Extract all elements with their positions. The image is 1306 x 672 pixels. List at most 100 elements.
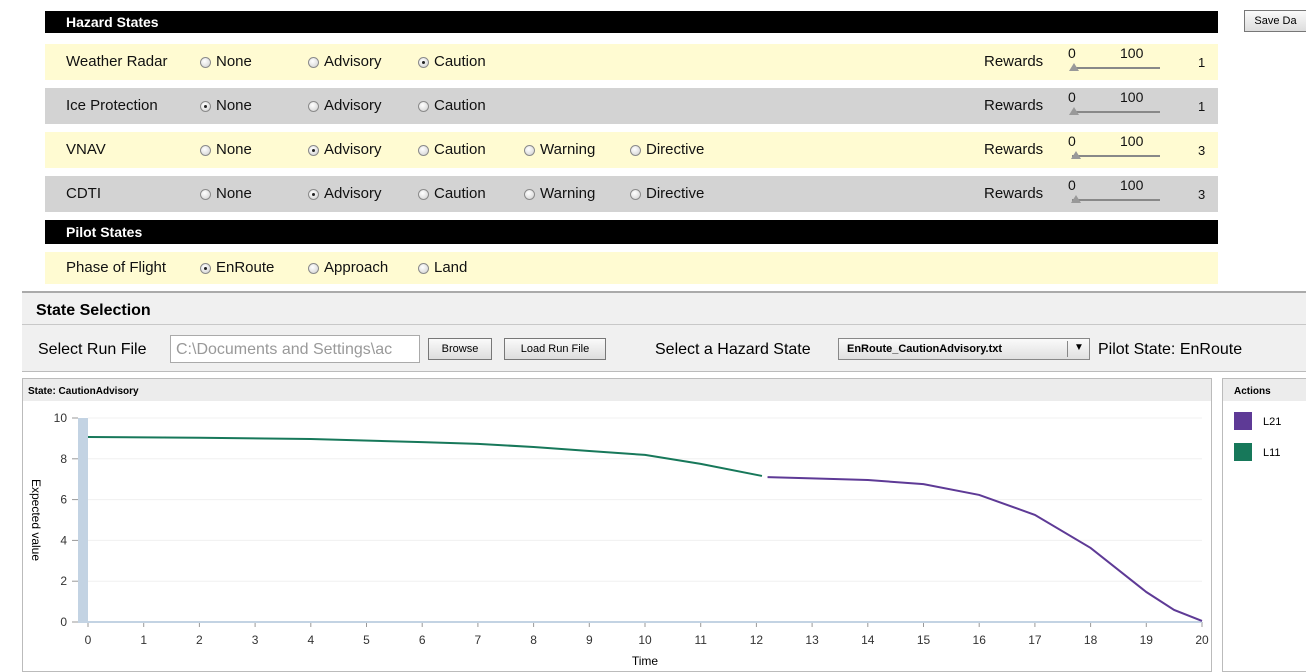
x-tick-label: 14 — [861, 633, 875, 647]
run-file-label: Select Run File — [38, 341, 147, 358]
run-file-input[interactable]: C:\Documents and Settings\ac — [170, 335, 420, 363]
radio-label[interactable]: Caution — [434, 185, 486, 202]
slider-min: 0 — [1068, 89, 1076, 105]
x-tick-label: 16 — [973, 633, 987, 647]
slider-max: 100 — [1120, 45, 1144, 61]
slider-thumb[interactable] — [1070, 151, 1081, 159]
radio-button[interactable] — [200, 263, 211, 274]
radio-label[interactable]: Advisory — [324, 97, 382, 114]
radio-button[interactable] — [200, 57, 211, 68]
slider-min: 0 — [1068, 177, 1076, 193]
x-tick-label: 1 — [140, 633, 147, 647]
radio-label[interactable]: Caution — [434, 141, 486, 158]
hazard-label: Select a Hazard State — [655, 341, 811, 358]
radio-label[interactable]: Land — [434, 259, 468, 276]
radio-label[interactable]: Caution — [434, 97, 486, 114]
slider-track — [1072, 155, 1160, 157]
slider-max: 100 — [1120, 177, 1144, 193]
radio-button[interactable] — [630, 189, 641, 200]
x-tick-label: 5 — [363, 633, 370, 647]
combo-divider — [1067, 341, 1068, 357]
radio-button[interactable] — [524, 189, 535, 200]
radio-label[interactable]: None — [216, 97, 252, 114]
radio-button[interactable] — [418, 57, 429, 68]
radio-label[interactable]: Advisory — [324, 141, 382, 158]
state-row: Phase of Flight EnRoute Approach Land — [45, 252, 1218, 284]
reward-value: 1 — [1198, 55, 1206, 70]
y-tick-label: 10 — [54, 411, 68, 425]
x-tick-label: 18 — [1084, 633, 1098, 647]
slider-track — [1072, 67, 1160, 69]
divider — [22, 324, 1306, 325]
radio-button[interactable] — [308, 145, 319, 156]
radio-button[interactable] — [630, 145, 641, 156]
state-selection-panel: State Selection Select Run File C:\Docum… — [22, 291, 1306, 372]
radio-button[interactable] — [200, 145, 211, 156]
pilot-state: Pilot State: EnRoute — [1098, 341, 1243, 358]
y-tick-label: 8 — [60, 452, 67, 466]
slider-thumb[interactable] — [1070, 195, 1081, 203]
radio-label[interactable]: Caution — [434, 53, 486, 70]
radio-button[interactable] — [524, 145, 535, 156]
radio-button[interactable] — [200, 101, 211, 112]
rewards-label: Rewards — [984, 97, 1044, 114]
reward-value: 3 — [1198, 143, 1206, 158]
hazard-combo[interactable]: EnRoute_CautionAdvisory.txt ▼ — [838, 338, 1090, 360]
panel-title: State Selection — [36, 302, 151, 319]
x-tick-label: 10 — [638, 633, 652, 647]
rewards-label: Rewards — [984, 53, 1044, 70]
radio-label[interactable]: Directive — [646, 185, 705, 202]
radio-button[interactable] — [418, 189, 429, 200]
combo-arrow: ▼ — [1074, 342, 1084, 353]
slider-thumb[interactable] — [1068, 63, 1079, 71]
x-tick-label: 20 — [1195, 633, 1209, 647]
row-label: CDTI — [66, 185, 101, 202]
radio-button[interactable] — [308, 57, 319, 68]
radio-button[interactable] — [200, 189, 211, 200]
radio-label[interactable]: Warning — [540, 141, 596, 158]
slider-thumb[interactable] — [1068, 107, 1079, 115]
radio-label[interactable]: Advisory — [324, 53, 382, 70]
legend-label: L21 — [1263, 416, 1281, 428]
state-row: CDTI None Advisory Caution Warning Directive R… — [45, 176, 1218, 212]
radio-label[interactable]: Approach — [324, 259, 389, 276]
browse-button[interactable]: Browse — [428, 338, 492, 360]
x-tick-label: 17 — [1028, 633, 1042, 647]
radio-button[interactable] — [418, 263, 429, 274]
y-axis-band — [78, 418, 88, 622]
radio-label[interactable]: EnRoute — [216, 259, 275, 276]
slider-track — [1072, 199, 1160, 201]
x-tick-label: 11 — [694, 633, 707, 647]
radio-button[interactable] — [418, 101, 429, 112]
load-button[interactable]: Load Run File — [504, 338, 606, 360]
radio-button[interactable] — [308, 101, 319, 112]
radio-button[interactable] — [418, 145, 429, 156]
radio-label[interactable]: Warning — [540, 185, 596, 202]
x-tick-label: 12 — [750, 633, 764, 647]
state-row: Weather Radar None Advisory Caution Rewards 0… — [45, 44, 1218, 80]
reward-value: 1 — [1198, 99, 1206, 114]
save-button[interactable]: Save Da — [1244, 10, 1306, 32]
slider-min: 0 — [1068, 45, 1076, 61]
x-tick-label: 19 — [1140, 633, 1154, 647]
radio-button[interactable] — [308, 263, 319, 274]
hazard-header: Hazard States — [45, 11, 1218, 33]
row-label: Weather Radar — [66, 53, 168, 70]
rewards-label: Rewards — [984, 141, 1044, 158]
radio-label[interactable]: None — [216, 185, 252, 202]
y-tick-label: 2 — [60, 574, 67, 588]
radio-button[interactable] — [308, 189, 319, 200]
radio-label[interactable]: Advisory — [324, 185, 382, 202]
y-tick-label: 6 — [60, 493, 67, 507]
legend-label: L11 — [1263, 447, 1281, 459]
y-tick-label: 0 — [60, 615, 67, 629]
radio-label[interactable]: None — [216, 141, 252, 158]
state-row: VNAV None Advisory Caution Warning Directive R… — [45, 132, 1218, 168]
x-tick-label: 0 — [85, 633, 92, 647]
radio-label[interactable]: Directive — [646, 141, 705, 158]
rewards-label: Rewards — [984, 185, 1044, 202]
x-tick-label: 6 — [419, 633, 426, 647]
radio-label[interactable]: None — [216, 53, 252, 70]
legend-swatch — [1234, 443, 1252, 461]
